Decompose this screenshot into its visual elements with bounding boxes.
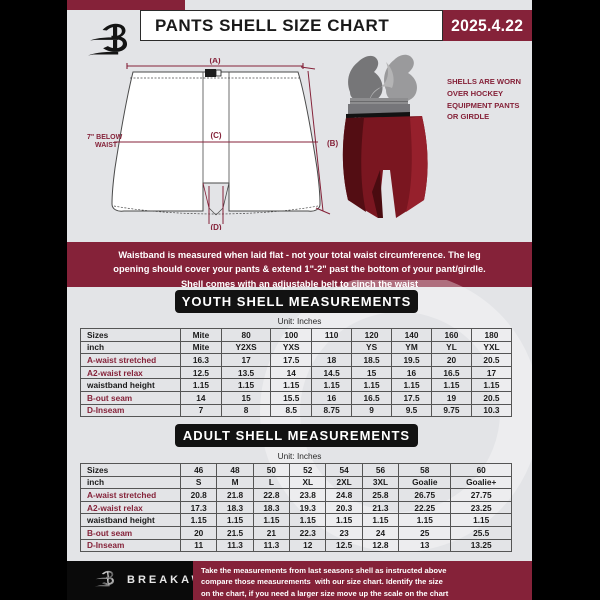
svg-text:(C): (C) (210, 131, 221, 140)
svg-text:(A): (A) (209, 58, 220, 65)
svg-text:(B): (B) (327, 139, 338, 148)
svg-text:WAIST: WAIST (95, 142, 118, 149)
svg-text:(D): (D) (210, 223, 221, 230)
svg-text:7" BELOW: 7" BELOW (87, 134, 123, 141)
